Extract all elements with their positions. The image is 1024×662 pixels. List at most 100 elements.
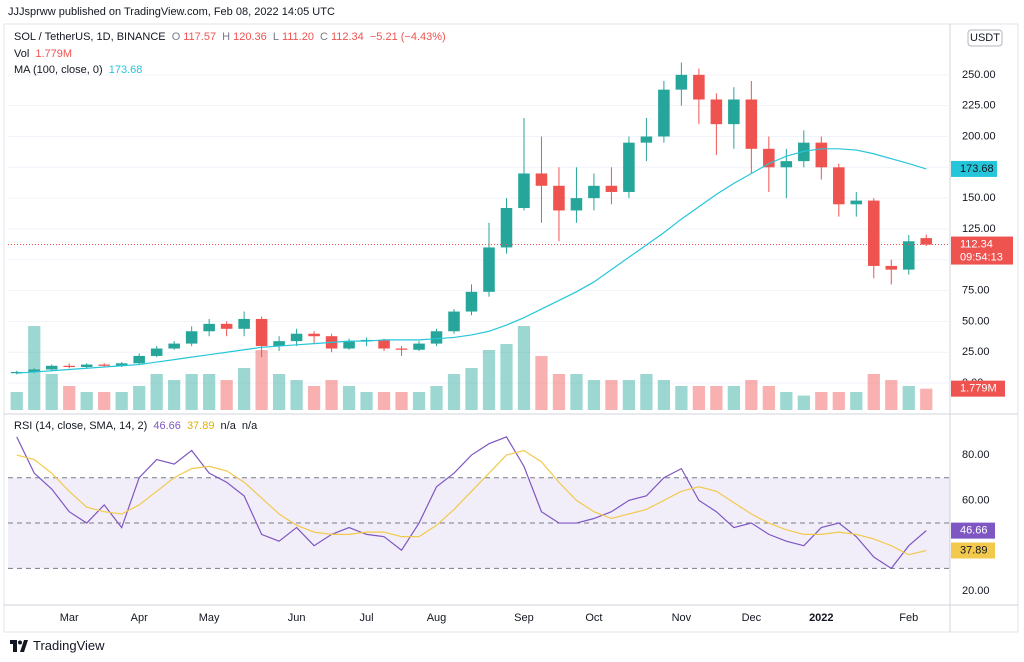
volume-bar [307,386,321,410]
volume-bar [342,386,356,410]
volume-bar [832,392,845,410]
candle-body [658,89,670,137]
candle-body [133,355,145,364]
candle-body [220,323,233,329]
volume-legend: Vol 1.779M [14,48,75,60]
price-label-box [951,236,1013,265]
x-tick-label: May [199,612,220,624]
volume-bar [640,374,653,410]
y-tick-label: 150.00 [962,192,996,204]
volume-bar [465,368,478,410]
price-label: 112.34 [960,238,993,250]
ma-legend: MA (100, close, 0) 173.68 [14,64,145,76]
volume-bar [482,350,496,410]
candle-body [500,207,513,248]
candle-body [308,333,320,337]
volume-bar [447,374,461,410]
rsi-line [16,449,927,556]
y-tick-label: 80.00 [962,449,990,461]
volume-bar [622,380,636,410]
candle-body [448,311,460,332]
x-tick-label: 2022 [809,612,833,624]
y-tick-label: 250.00 [962,69,996,81]
legend-label: C [320,31,328,43]
volume-bar [360,392,373,410]
rsi-label-box [951,522,995,539]
candle-body [815,142,828,168]
x-tick-label: Jul [360,612,374,624]
volume-bar [203,374,216,410]
candle-body [360,339,373,342]
volume-bar [692,386,705,410]
x-tick-label: Aug [427,612,447,624]
frame [3,23,1019,633]
volume-bar [290,380,303,410]
candle-body [255,318,268,347]
publish-header: JJJsprww published on TradingView.com, F… [8,6,335,18]
x-tick-label: Nov [672,612,692,624]
volume-bar [727,386,740,410]
y-tick-label: 225.00 [962,100,996,112]
volume-label: 1.779M [960,383,997,395]
candle-body [763,148,775,168]
legend-value: 117.57 [183,31,217,43]
candle-body [553,185,565,211]
rsi-legend: RSI (14, close, SMA, 14, 2) 46.66 37.89 … [14,420,260,432]
candle-body [290,333,303,342]
legend-label: RSI (14, close, SMA, 14, 2) [14,420,148,432]
volume-bar [850,392,863,410]
currency-label: USDT [970,32,1000,44]
candle-body [430,331,443,344]
volume-bar [272,374,286,410]
volume-bar [675,386,688,410]
x-tick-label: Oct [585,612,602,624]
candle-body [150,348,163,356]
volume-bar [45,374,58,410]
volume-bar [535,356,548,410]
ma-label: 173.68 [960,163,994,175]
candle-body [850,200,863,205]
legend-label: L [272,31,279,43]
volume-bar [430,386,443,410]
candle-body [98,364,110,366]
volume-bar [885,380,898,410]
volume-bar [150,374,163,410]
x-tick-label: Dec [742,612,762,624]
volume-bar [133,386,146,410]
rsi-label-box [951,542,995,559]
x-tick-label: Apr [131,612,148,624]
volume-bar [867,374,880,410]
y-tick-label: 20.00 [962,585,990,597]
candle-body [273,341,285,347]
candle-body [535,173,548,186]
candle-body [413,343,425,350]
x-tick-label: Sep [514,612,534,624]
candle-body [605,185,618,192]
legend-value: 111.20 [281,31,314,43]
volume-bar [168,380,181,410]
rsi-label: 46.66 [960,525,988,537]
legend-value: 46.66 [153,420,181,432]
candle-body [10,371,23,374]
y-tick-label: 25.00 [962,346,990,358]
rsi-label: 37.89 [960,544,988,556]
candle-body [80,364,93,368]
volume-bar [745,380,758,410]
logo-icon [10,639,28,652]
x-tick-label: Mar [60,612,79,624]
candle-body [203,323,215,332]
volume-bar [325,380,338,410]
candle-body [343,341,355,349]
volume-bar [587,380,601,410]
volume-bar [185,374,198,410]
candle-body [868,200,880,266]
candle-body [185,331,198,344]
currency-box [967,29,1003,47]
volume-bar [412,392,426,410]
legend-value: n/a [241,420,258,432]
candle-body [518,173,530,208]
candle-body [710,99,723,125]
legend-label: O [171,31,181,43]
